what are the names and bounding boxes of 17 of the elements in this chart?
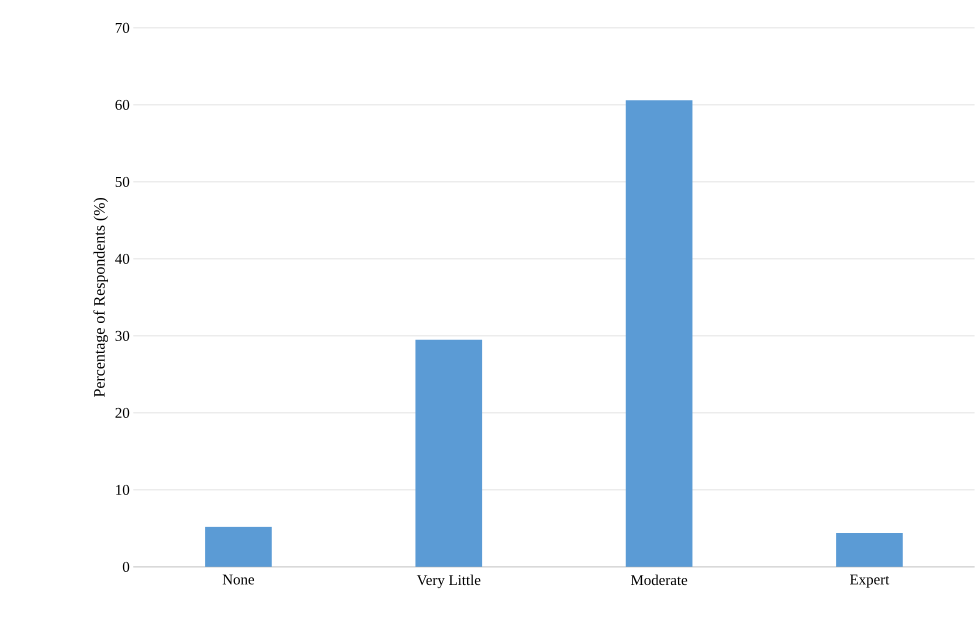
y-axis-title: Percentage of Respondents (%) — [93, 198, 108, 398]
x-tick-label: None — [222, 574, 254, 585]
x-tick-label: Very Little — [416, 574, 480, 588]
y-tick-label: 0 — [122, 562, 130, 572]
x-tick-label: Expert — [850, 574, 890, 588]
bar — [205, 527, 272, 568]
bar — [626, 100, 692, 568]
bar — [415, 340, 482, 568]
y-tick-label: 50 — [116, 177, 130, 188]
x-tick-label: Moderate — [630, 574, 688, 586]
y-tick-label: 30 — [116, 331, 130, 342]
y-tick-label: 40 — [115, 254, 130, 264]
y-tick-label: 20 — [115, 408, 130, 418]
y-tick-label: 10 — [116, 485, 130, 496]
y-tick-label: 60 — [115, 100, 130, 110]
y-tick-label: 70 — [116, 23, 130, 34]
bar — [836, 533, 903, 568]
